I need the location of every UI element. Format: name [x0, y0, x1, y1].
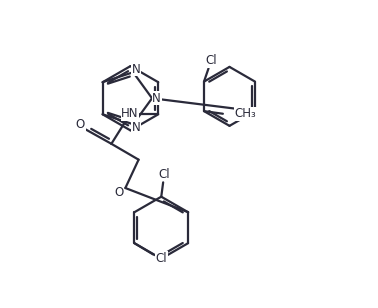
Text: O: O — [76, 118, 85, 132]
Text: Cl: Cl — [205, 54, 217, 67]
Text: O: O — [114, 186, 123, 199]
Text: N: N — [152, 92, 161, 105]
Text: HN: HN — [121, 107, 139, 120]
Text: Cl: Cl — [158, 168, 170, 180]
Text: N: N — [132, 63, 140, 76]
Text: CH₃: CH₃ — [234, 107, 256, 120]
Text: N: N — [132, 121, 140, 134]
Text: Cl: Cl — [156, 252, 167, 265]
